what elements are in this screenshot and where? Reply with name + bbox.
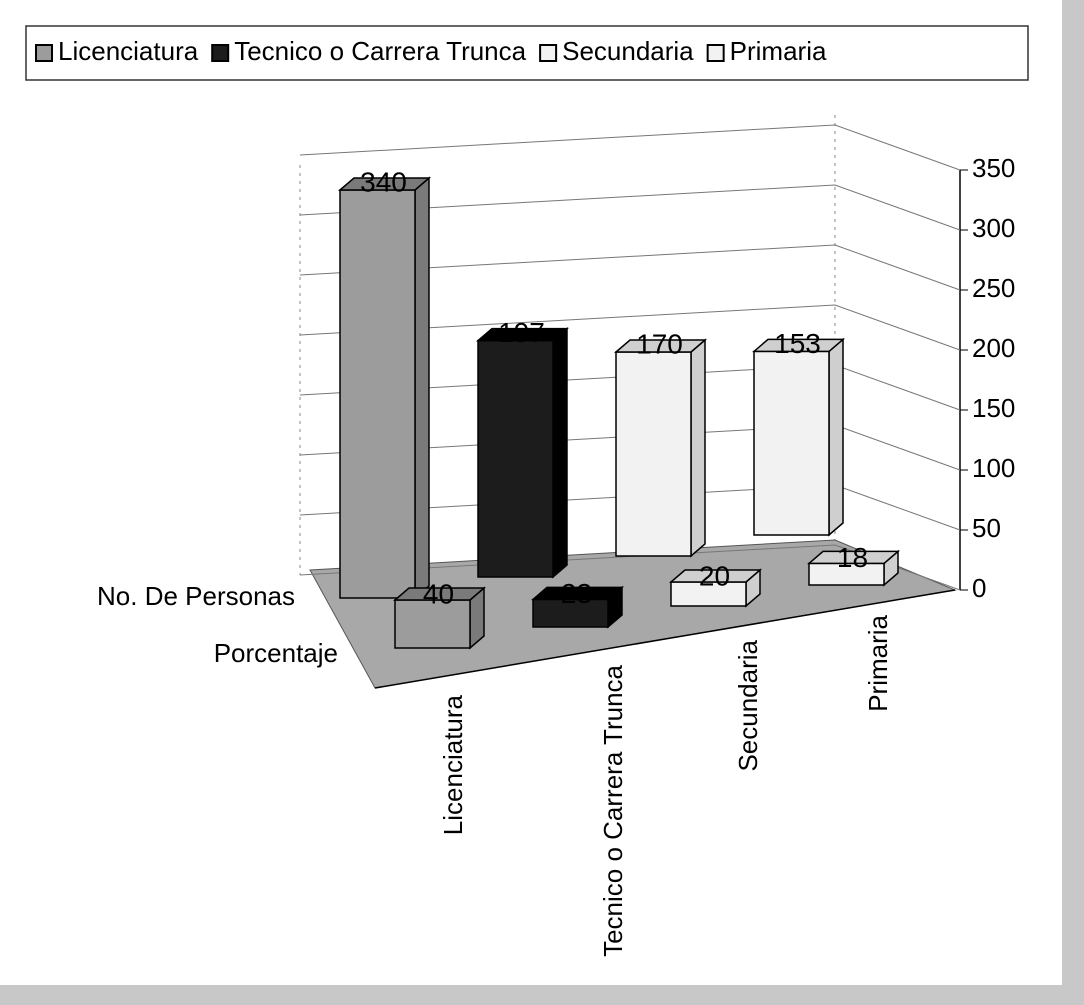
value-label: 40 <box>423 578 454 609</box>
bar-top <box>751 338 846 353</box>
y-tick-label: 350 <box>972 153 1015 183</box>
bar <box>670 581 747 607</box>
bar-top <box>613 339 708 353</box>
grid-line <box>299 184 961 231</box>
grid-line <box>299 244 961 291</box>
legend-box <box>25 25 1029 81</box>
value-label: 197 <box>498 317 545 348</box>
legend-label: Primaria <box>730 36 827 66</box>
value-label: 340 <box>360 166 407 197</box>
scan-edge <box>0 985 1084 1005</box>
x-tick-label: Secundaria <box>733 639 763 771</box>
value-label: 20 <box>699 560 730 591</box>
bar-top <box>668 569 763 583</box>
bar-side <box>552 326 568 579</box>
bar <box>339 189 416 599</box>
scan-edge <box>1062 0 1084 1005</box>
bar-top <box>806 550 901 565</box>
bar-top <box>337 177 432 191</box>
depth-label: Porcentaje <box>214 638 338 668</box>
value-label: 23 <box>561 578 592 609</box>
x-axis <box>374 589 956 689</box>
value-label: 18 <box>837 542 868 573</box>
bar-top <box>475 327 570 342</box>
legend-swatch <box>706 44 725 62</box>
legend-swatch <box>35 44 53 62</box>
bar <box>615 351 692 557</box>
grid-line <box>299 304 961 351</box>
grid-line <box>299 124 961 171</box>
y-tick-label: 100 <box>972 453 1015 483</box>
bar <box>753 350 830 536</box>
x-tick-label: Primaria <box>863 614 893 711</box>
y-tick-label: 250 <box>972 273 1015 303</box>
bar-top <box>530 586 625 601</box>
bar-top <box>392 587 487 601</box>
y-tick-label: 150 <box>972 393 1015 423</box>
bar <box>477 339 554 578</box>
legend-label: Tecnico o Carrera Trunca <box>234 36 526 66</box>
y-tick-label: 200 <box>972 333 1015 363</box>
bar <box>532 598 609 628</box>
value-label: 170 <box>636 328 683 359</box>
y-tick-label: 50 <box>972 513 1001 543</box>
y-tick-label: 0 <box>972 573 986 603</box>
legend-swatch <box>539 44 558 62</box>
y-tick-label: 300 <box>972 213 1015 243</box>
x-tick-label: Licenciatura <box>438 694 468 835</box>
legend-swatch <box>211 44 230 62</box>
legend-label: Secundaria <box>562 36 694 66</box>
bar-side <box>828 337 844 537</box>
legend-label: Licenciatura <box>58 36 199 66</box>
depth-label: No. De Personas <box>97 581 295 611</box>
x-tick-label: Tecnico o Carrera Trunca <box>598 664 628 956</box>
bar-side <box>690 338 706 558</box>
value-label: 153 <box>774 328 821 359</box>
bar-side <box>414 176 430 600</box>
